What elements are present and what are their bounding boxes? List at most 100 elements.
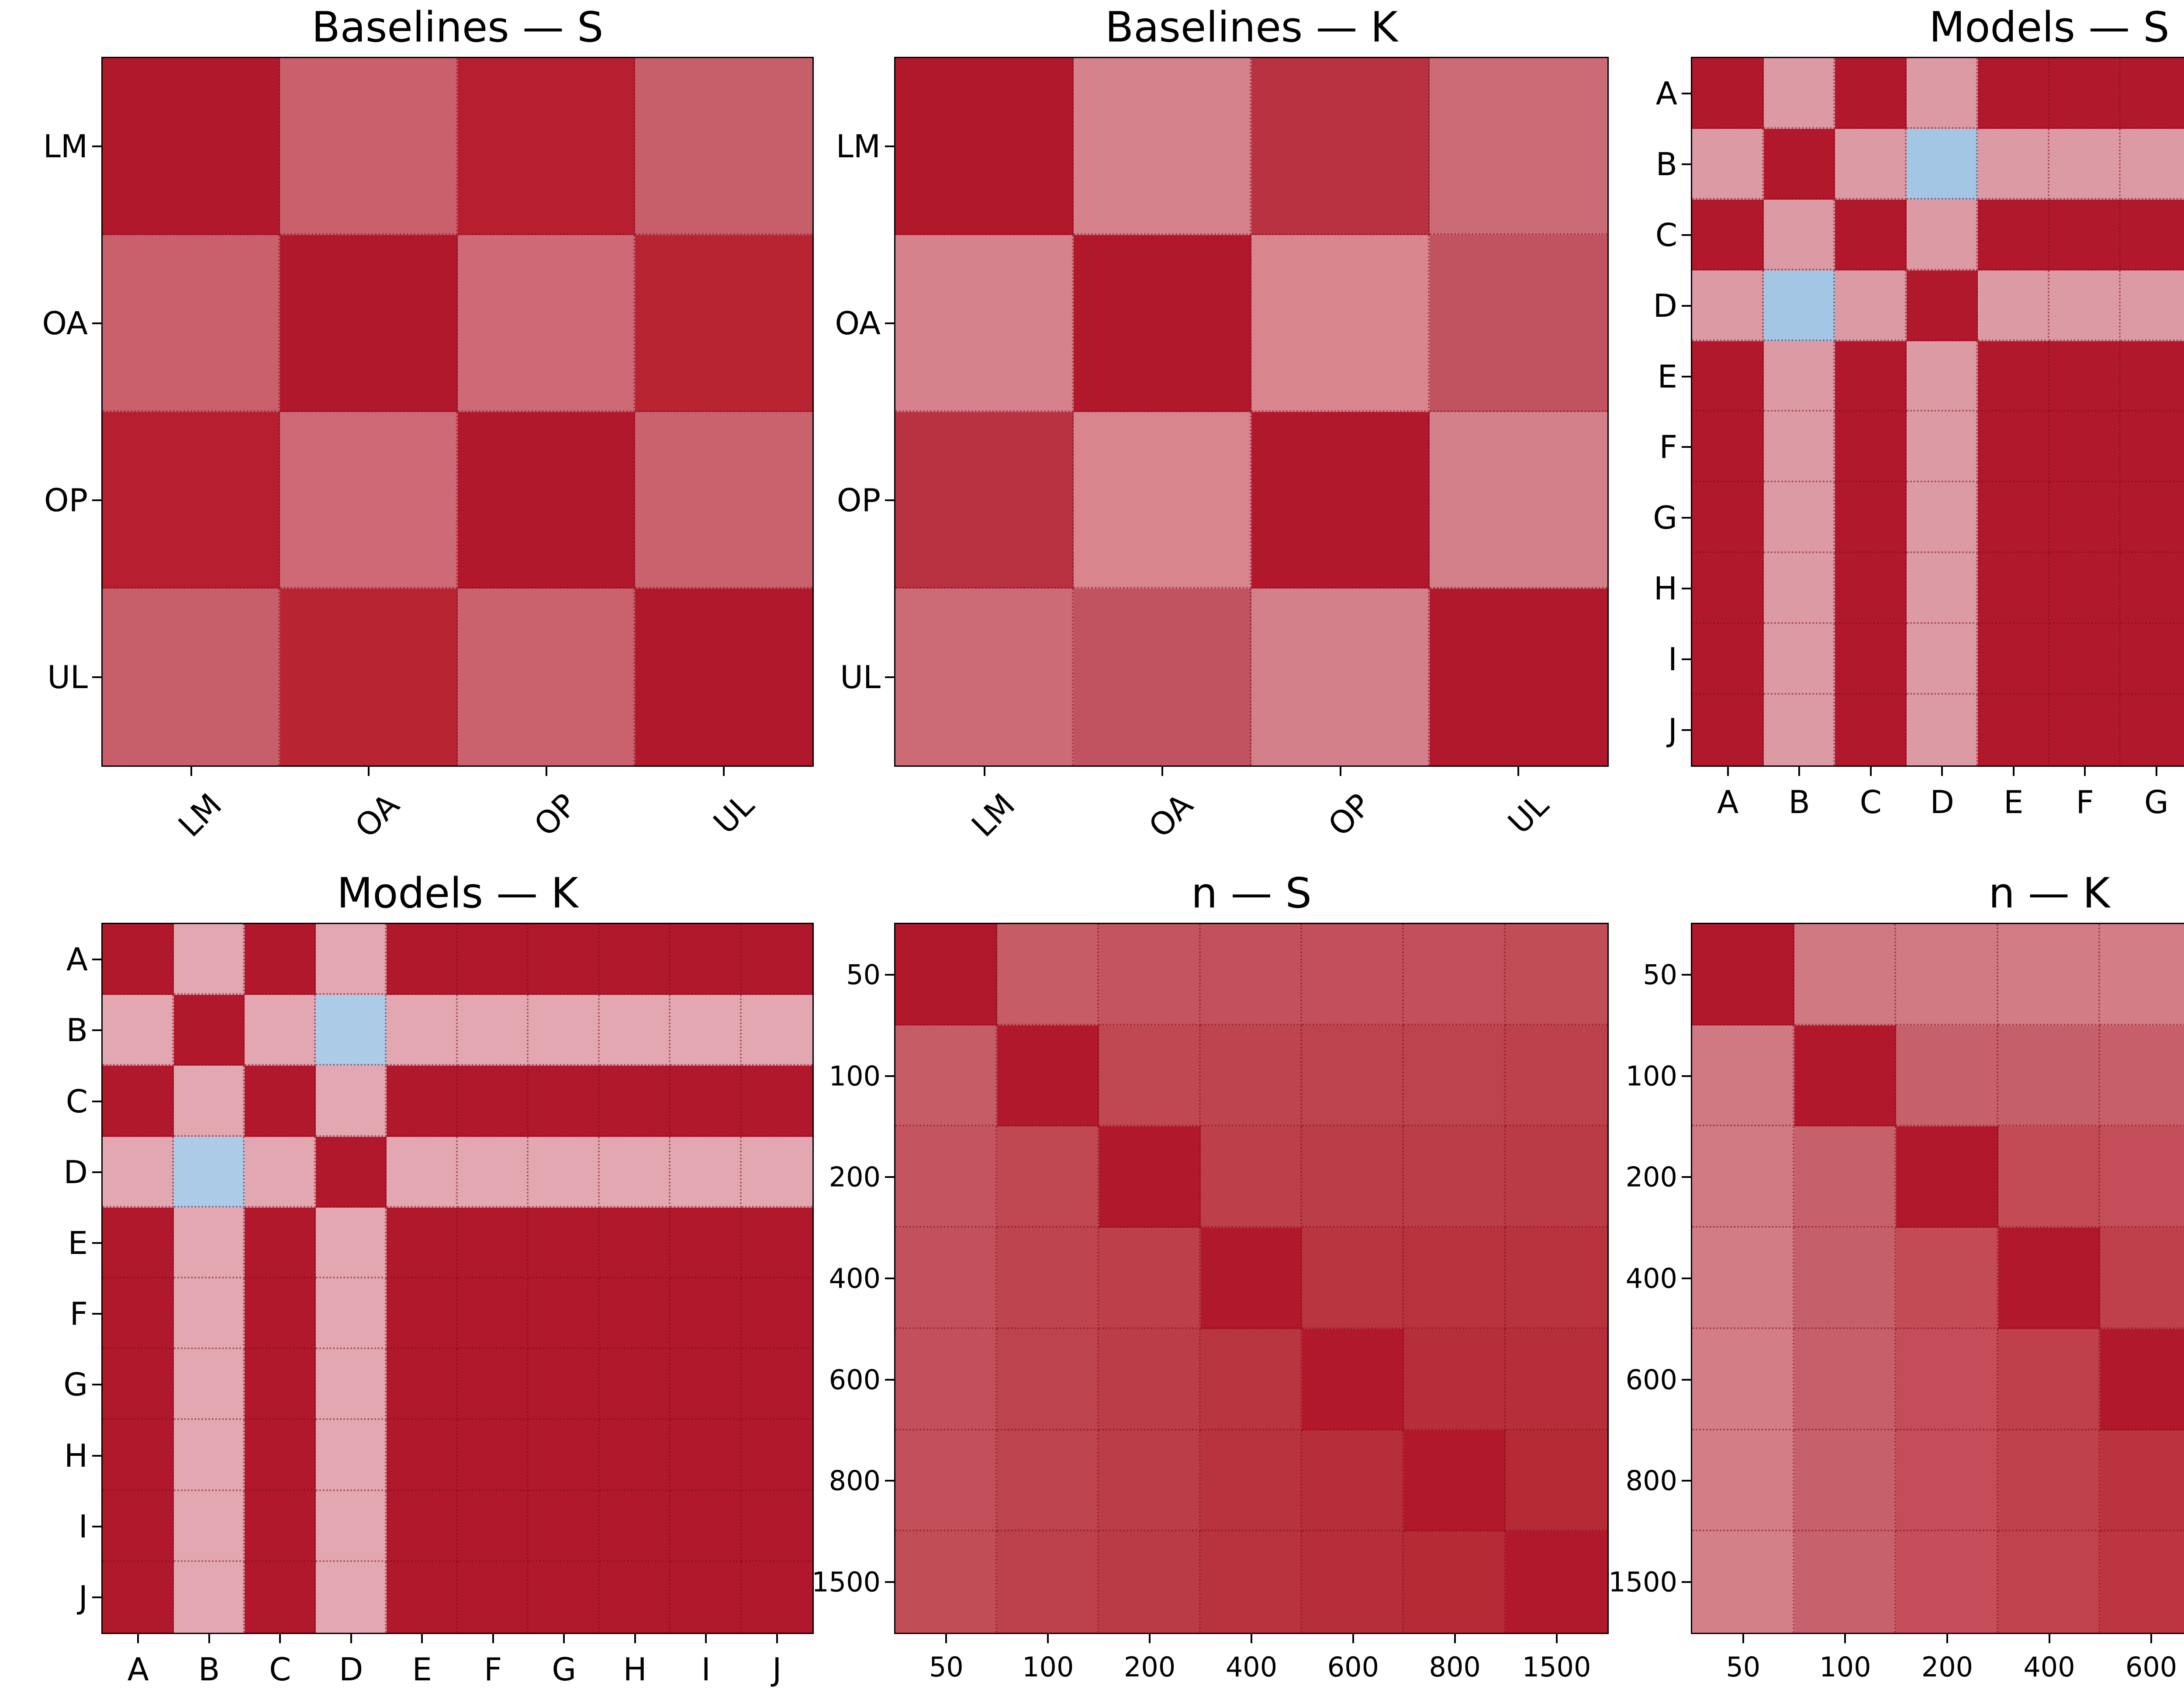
heatmap-cell <box>741 1562 812 1633</box>
y-tick-mark <box>885 322 895 325</box>
heatmap-cell <box>1200 1430 1303 1532</box>
heatmap-cell <box>2049 482 2121 554</box>
heatmap-cell <box>245 1420 316 1491</box>
heatmap-cell <box>1763 553 1835 624</box>
heatmap-cell <box>2049 341 2121 412</box>
heatmap-cell <box>1835 412 1907 483</box>
y-tick-mark <box>885 1278 895 1279</box>
heatmap-cell <box>457 1066 529 1137</box>
subplot-title-models-s: Models — S <box>1929 3 2170 52</box>
x-tick-label: LM <box>171 786 229 844</box>
heatmap-cell <box>1073 58 1251 235</box>
x-tick-label: B <box>198 1651 220 1688</box>
x-tick-mark <box>1149 1633 1151 1643</box>
heatmap-cell <box>457 1278 529 1350</box>
heatmap-cell <box>997 1329 1099 1430</box>
heatmap-cell <box>457 1491 529 1562</box>
heatmap-cell <box>1692 482 1764 554</box>
y-tick-label: 600 <box>829 1364 881 1396</box>
heatmap-cell <box>1978 553 2049 624</box>
heatmap-cell <box>173 1278 245 1350</box>
heatmap-baselines-k: Baselines — K LM OA OP UL LM OA OP UL <box>835 5 1609 845</box>
heatmap-cell <box>599 1066 670 1137</box>
heatmap-cell <box>997 1025 1099 1127</box>
x-tick-label: UL <box>706 786 761 841</box>
heatmap-cell <box>1763 624 1835 695</box>
heatmap-cell <box>741 995 812 1066</box>
y-tick-mark <box>1682 92 1692 94</box>
heatmap-cell <box>1978 624 2049 695</box>
heatmap-cell <box>1506 1430 1607 1532</box>
heatmap-cell <box>1978 128 2049 200</box>
y-tick-mark <box>885 1075 895 1077</box>
heatmap-cell <box>1200 1228 1303 1329</box>
heatmap-cell <box>599 1420 670 1491</box>
heatmap-cell <box>1251 589 1430 765</box>
y-tick-mark <box>885 499 895 501</box>
y-tick-label: I <box>78 1508 88 1545</box>
x-tick-mark <box>190 765 193 776</box>
x-tick-mark <box>137 1633 139 1643</box>
x-tick-label: D <box>339 1651 363 1688</box>
heatmap-cell <box>670 1278 742 1350</box>
heatmap-cell <box>1404 1531 1506 1633</box>
heatmap-cell <box>529 1420 600 1491</box>
x-tick-label: 100 <box>1022 1651 1074 1683</box>
heatmap-cell <box>1251 412 1430 589</box>
subplot-title-n-s: n — S <box>1191 869 1312 918</box>
heatmap-cell <box>1835 58 1907 129</box>
heatmap-cell <box>1906 553 1978 624</box>
heatmap-cell <box>387 1136 458 1208</box>
y-tick-mark <box>92 1384 103 1386</box>
heatmap-cell <box>1692 1025 1794 1127</box>
subplot-title-baselines-s: Baselines — S <box>311 3 604 52</box>
heatmap-cell <box>1835 128 1907 200</box>
heatmap-cell <box>1429 589 1607 765</box>
y-tick-mark <box>1682 1075 1692 1077</box>
heatmap-cell <box>1506 1228 1607 1329</box>
y-tick-label: LM <box>43 128 88 165</box>
heatmap-cell <box>529 1136 600 1208</box>
y-tick-label: 50 <box>1643 959 1677 991</box>
heatmap-cell <box>1302 1430 1404 1532</box>
heatmap-cell <box>457 995 529 1066</box>
y-tick-label: 50 <box>846 959 881 991</box>
y-tick-mark <box>1682 588 1692 590</box>
heatmap-cell <box>599 1136 670 1208</box>
heatmap-cell <box>457 1207 529 1278</box>
heatmap-cell <box>1978 270 2049 341</box>
heatmap-cell <box>245 1349 316 1420</box>
heatmap-cell <box>173 1349 245 1420</box>
heatmap-cell <box>1692 1531 1794 1633</box>
heatmap-cell <box>1998 1531 2101 1633</box>
x-tick-mark <box>2150 1633 2153 1643</box>
heatmap-cell <box>741 1136 812 1208</box>
x-tick-label: 200 <box>1921 1651 1973 1683</box>
heatmap-cell <box>315 1562 387 1633</box>
heatmap-cell <box>2121 270 2184 341</box>
heatmap-cell <box>1692 1228 1794 1329</box>
y-tick-mark <box>1682 305 1692 307</box>
x-tick-mark <box>2012 765 2015 776</box>
x-tick-mark <box>1941 765 1943 776</box>
heatmap-cell <box>599 1207 670 1278</box>
heatmap-cell <box>2049 695 2121 765</box>
heatmap-cell <box>315 1491 387 1562</box>
heatmap-cell <box>1763 270 1835 341</box>
heatmap-cell <box>2121 341 2184 412</box>
y-tick-label: 1500 <box>1608 1566 1677 1598</box>
heatmap-cell <box>1835 482 1907 554</box>
heatmap-cell <box>1896 1025 1998 1127</box>
heatmap-cell <box>387 924 458 995</box>
heatmap-cell <box>173 1420 245 1491</box>
x-tick-mark <box>2048 1633 2050 1643</box>
y-tick-mark <box>885 1581 895 1583</box>
y-tick-label: OP <box>44 481 88 519</box>
y-tick-mark <box>1682 1278 1692 1279</box>
y-tick-label: A <box>66 941 88 978</box>
heatmap-cell <box>895 1531 997 1633</box>
y-tick-mark <box>885 1480 895 1482</box>
y-tick-mark <box>92 1525 103 1527</box>
heatmap-cell <box>387 1491 458 1562</box>
